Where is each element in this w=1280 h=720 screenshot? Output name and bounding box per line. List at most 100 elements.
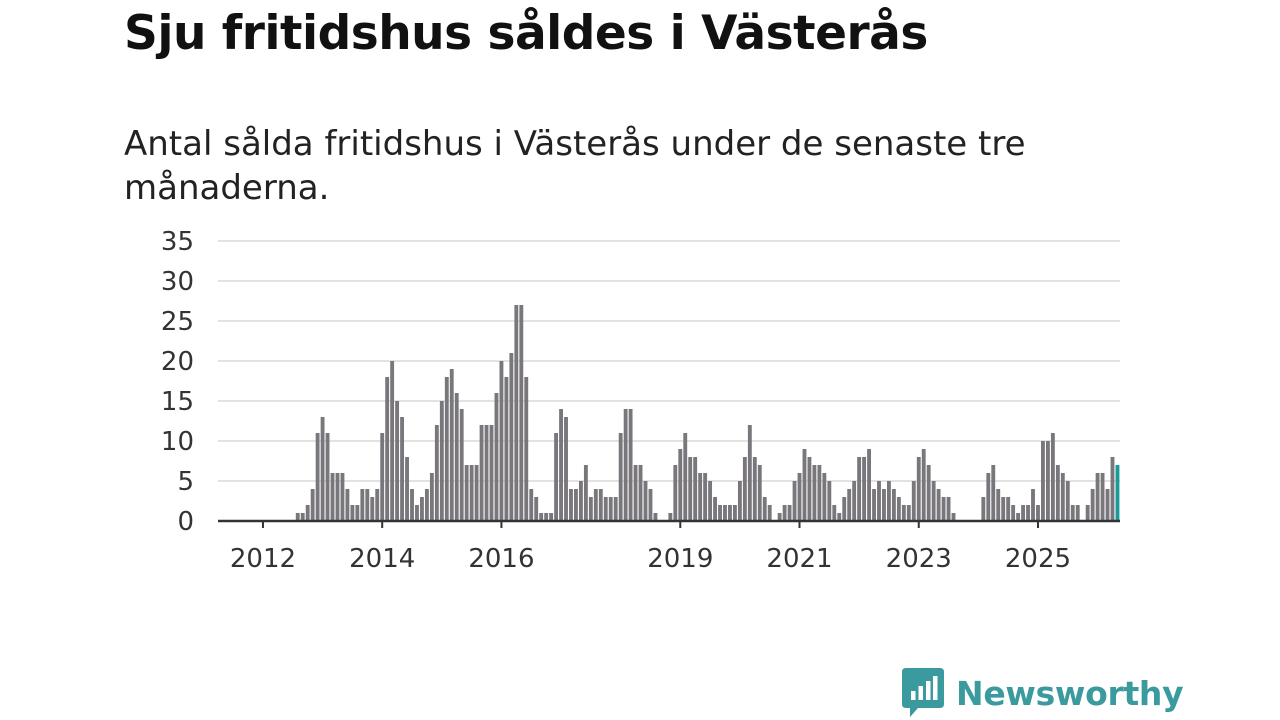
bar	[504, 377, 509, 521]
bar	[608, 497, 613, 521]
bar	[673, 465, 678, 521]
bar	[380, 433, 385, 521]
bar	[554, 433, 559, 521]
bar	[325, 433, 330, 521]
bar	[410, 489, 414, 521]
bar	[1110, 457, 1115, 521]
bar	[449, 369, 454, 521]
bar	[613, 497, 618, 521]
bar	[1006, 497, 1011, 521]
bar	[618, 433, 623, 521]
bar	[559, 409, 563, 521]
bar	[901, 505, 906, 521]
data-label-latest: 7	[1115, 0, 1130, 6]
bar	[747, 425, 752, 521]
bar	[415, 505, 419, 521]
bar	[718, 505, 722, 521]
bar	[1041, 441, 1045, 521]
bar	[742, 457, 747, 521]
bar	[539, 513, 544, 521]
bar	[752, 457, 757, 521]
bar	[698, 473, 703, 521]
bar	[514, 305, 519, 521]
bar	[598, 489, 603, 521]
bar-latest	[1115, 465, 1120, 521]
bar	[420, 497, 424, 521]
bar	[444, 377, 449, 521]
bar	[633, 465, 638, 521]
bar	[777, 513, 782, 521]
bar	[872, 489, 876, 521]
bar	[469, 465, 474, 521]
bar	[464, 465, 469, 521]
bar	[1036, 505, 1040, 521]
bar	[360, 489, 365, 521]
bar	[320, 417, 325, 521]
bar	[519, 305, 524, 521]
bar	[877, 481, 881, 521]
x-tick-label: 2014	[349, 544, 415, 574]
bar	[370, 497, 375, 521]
bar	[365, 489, 370, 521]
bar	[1001, 497, 1006, 521]
bar	[350, 505, 355, 521]
bar	[926, 465, 931, 521]
bar	[921, 449, 926, 521]
bar	[623, 409, 628, 521]
bar	[767, 505, 772, 521]
bar	[534, 497, 539, 521]
bar	[434, 425, 439, 521]
bar	[737, 481, 742, 521]
bar	[757, 465, 762, 521]
bar	[986, 473, 991, 521]
newsworthy-logo[interactable]: Newsworthy	[902, 668, 1184, 718]
bar	[827, 481, 832, 521]
bar	[723, 505, 727, 521]
bar	[1070, 505, 1075, 521]
x-tick-label: 2025	[1005, 544, 1071, 574]
bar	[981, 497, 986, 521]
bar	[549, 513, 554, 521]
bar	[295, 513, 300, 521]
bar	[1045, 441, 1050, 521]
bar	[1065, 481, 1070, 521]
bar	[439, 401, 444, 521]
bar	[643, 481, 648, 521]
bar	[1060, 473, 1065, 521]
y-tick-label: 30	[161, 267, 194, 297]
bar	[837, 513, 842, 521]
bar	[593, 489, 598, 521]
bar	[544, 513, 549, 521]
bar	[588, 497, 593, 521]
bar	[429, 473, 434, 521]
bar	[842, 497, 847, 521]
bar	[941, 497, 946, 521]
bar	[911, 481, 916, 521]
bar	[822, 473, 827, 521]
bar	[852, 481, 857, 521]
bar	[653, 513, 658, 521]
bar	[1075, 505, 1080, 521]
bar	[340, 473, 345, 521]
bar	[1026, 505, 1030, 521]
bar	[1085, 505, 1090, 521]
bar	[906, 505, 911, 521]
bar	[355, 505, 360, 521]
bar	[807, 457, 812, 521]
bar	[603, 497, 608, 521]
bar	[688, 457, 693, 521]
y-tick-label: 5	[177, 467, 194, 497]
bar	[1021, 505, 1026, 521]
bar	[703, 473, 708, 521]
bar	[305, 505, 310, 521]
bar	[315, 433, 320, 521]
bar	[708, 481, 713, 521]
bar	[832, 505, 837, 521]
chart-subtitle: Antal sålda fritidshus i Västerås under …	[124, 124, 1026, 208]
bar	[1016, 513, 1021, 521]
bar	[474, 465, 479, 521]
bar	[713, 497, 717, 521]
bar	[683, 433, 688, 521]
bar	[390, 361, 395, 521]
